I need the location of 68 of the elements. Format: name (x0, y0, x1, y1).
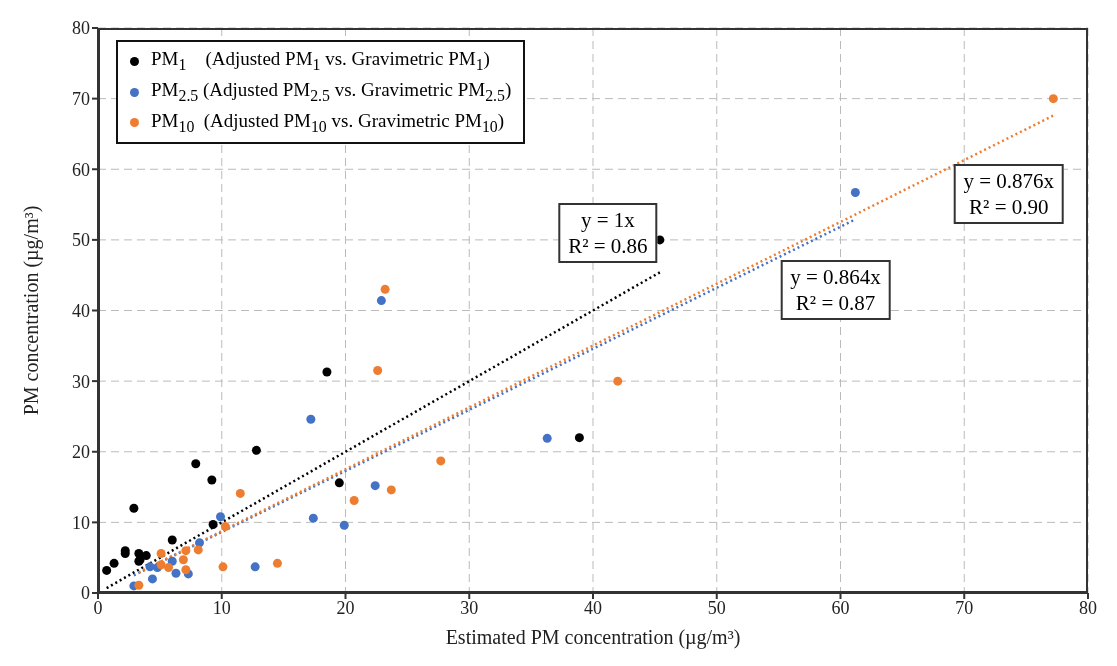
annotation: y = 0.876x R² = 0.90 (953, 163, 1065, 224)
point (250, 562, 260, 572)
point (156, 548, 166, 558)
point (613, 376, 623, 386)
point (436, 456, 446, 466)
y-tick-label: 50 (72, 230, 90, 251)
point (235, 488, 245, 498)
point (373, 366, 383, 376)
text: PM$_{1}$ (Adjusted PM$_{1}$ vs. Gravimetric PM$_{1}$) (151, 48, 490, 73)
y-tick-label: 60 (72, 159, 90, 180)
point (181, 565, 191, 575)
point (542, 433, 552, 443)
point (156, 560, 166, 570)
point (251, 445, 261, 455)
point (208, 519, 218, 529)
y-tick-label: 40 (72, 300, 90, 321)
point (272, 558, 282, 568)
y-tick-label: 80 (72, 18, 90, 39)
point (141, 551, 151, 561)
point (380, 284, 390, 294)
point (334, 478, 344, 488)
point (164, 563, 174, 573)
x-tick-label: 50 (707, 597, 726, 618)
x-tick-label: 40 (584, 597, 602, 618)
legend-label: PM$_{10}$ (Adjusted PM$_{10}$ vs. Gravimetric PM$_{10}$) (151, 108, 505, 137)
x-tick-label: 10 (212, 597, 231, 618)
x-tick-label: 30 (460, 597, 479, 618)
y-axis-title: PM concentration (µg/m³) (20, 205, 43, 416)
y-tick-label: 10 (72, 512, 90, 533)
x-tick-label: 80 (1079, 597, 1097, 618)
y-tick-label: 70 (72, 89, 90, 110)
point (322, 367, 332, 377)
y-tick-label: 20 (72, 442, 90, 463)
point (1048, 94, 1058, 104)
point (193, 545, 203, 555)
point (167, 535, 177, 545)
point (370, 481, 380, 491)
y-tick-label: 30 (72, 371, 90, 392)
legend-label: PM$_{2.5}$ (Adjusted PM$_{2.5}$ vs. Gravimetric PM$_{2.5}$) (151, 77, 512, 106)
point (216, 512, 226, 522)
point (181, 546, 191, 556)
x-tick-label: 20 (336, 597, 355, 618)
point (308, 513, 318, 523)
point (134, 580, 144, 590)
x-tick-label: 70 (955, 597, 974, 618)
point (306, 414, 316, 424)
y-tick-label: 0 (81, 583, 90, 604)
point (386, 485, 396, 495)
point (376, 296, 386, 306)
x-tick-label: 60 (831, 597, 850, 618)
annotation: y = 1x R² = 0.86 (558, 203, 658, 264)
annotation: y = 0.864x R² = 0.87 (780, 259, 891, 320)
point (220, 522, 230, 532)
point (850, 188, 860, 198)
point (349, 495, 359, 505)
point (574, 433, 584, 443)
x-tick-label: 0 (93, 597, 103, 618)
point (109, 558, 119, 568)
x-axis-title: Estimated PM concentration (µg/m³) (445, 626, 741, 649)
point (147, 574, 157, 584)
point (178, 555, 188, 565)
point (171, 568, 181, 578)
point (339, 520, 349, 530)
point (102, 565, 112, 575)
point (129, 503, 139, 513)
point (191, 459, 201, 469)
point (218, 562, 228, 572)
point (207, 475, 217, 485)
